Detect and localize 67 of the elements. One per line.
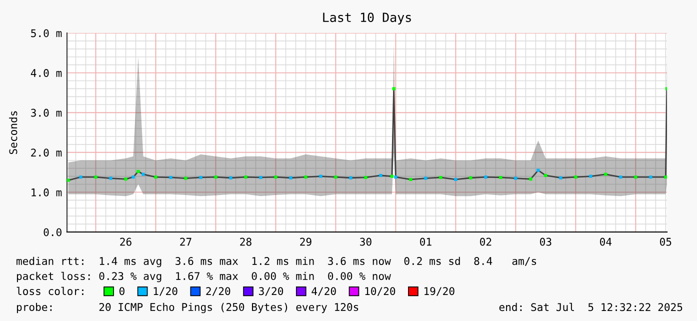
y-axis-title: Seconds xyxy=(9,111,18,154)
point xyxy=(289,176,292,180)
point xyxy=(132,176,135,179)
point xyxy=(142,172,145,176)
point xyxy=(109,176,112,180)
x-tick-label: 05 xyxy=(660,238,672,246)
point xyxy=(424,176,428,180)
point xyxy=(79,176,82,179)
y-tick-label: 2.0 m xyxy=(31,148,62,157)
point xyxy=(499,176,502,180)
point xyxy=(124,178,128,181)
point xyxy=(169,176,172,180)
point xyxy=(604,172,608,176)
text: probe: 20 ICMP Echo Pings (250 Bytes) every 120s xyxy=(16,302,358,314)
point xyxy=(136,170,140,174)
x-tick-label: 26 xyxy=(120,238,132,246)
point xyxy=(67,178,70,182)
legend-label: 2/20 xyxy=(206,287,230,296)
point xyxy=(184,176,188,180)
y-tick-label: 5.0 m xyxy=(31,29,62,38)
point xyxy=(364,176,368,180)
y-tick-label: 4.0 m xyxy=(30,69,62,77)
point xyxy=(390,174,394,178)
legend-label: 10/20 xyxy=(365,287,396,296)
legend-label: 3/20 xyxy=(259,287,284,296)
chart-title: Last 10 Days xyxy=(323,12,411,24)
point xyxy=(469,176,472,180)
legend-label: 0 xyxy=(119,287,124,296)
point xyxy=(392,87,396,90)
point xyxy=(259,176,262,180)
x-tick-label: 28 xyxy=(240,238,252,246)
point xyxy=(536,168,540,172)
point xyxy=(244,176,248,179)
point xyxy=(544,174,548,178)
point xyxy=(559,176,562,180)
x-tick-label: 02 xyxy=(480,238,492,246)
x-tick-label: 03 xyxy=(540,238,552,246)
legend-label: 19/20 xyxy=(424,287,454,296)
point xyxy=(664,176,667,179)
text: end: Sat Jul 5 12:32:22 2025 xyxy=(499,302,682,312)
point xyxy=(199,176,202,180)
point xyxy=(229,176,232,180)
point xyxy=(349,176,352,180)
point xyxy=(649,176,652,179)
y-tick-label: 3.0 m xyxy=(31,108,62,117)
point xyxy=(619,176,622,179)
x-tick-label: 01 xyxy=(420,238,432,246)
legend-title: loss color: xyxy=(16,286,84,296)
point xyxy=(379,174,382,178)
point xyxy=(409,178,412,182)
point xyxy=(304,176,308,179)
point xyxy=(439,176,442,180)
point xyxy=(484,176,488,179)
legend-label: 4/20 xyxy=(312,287,336,296)
x-tick-label: 04 xyxy=(600,238,612,246)
point xyxy=(529,178,532,181)
line-series xyxy=(68,88,667,181)
point xyxy=(319,174,322,178)
y-tick-label: 0.0 xyxy=(44,228,62,236)
y-tick-label: 1.0 m xyxy=(32,188,62,196)
point xyxy=(589,174,592,178)
x-tick-label: 29 xyxy=(300,238,312,246)
x-tick-label: 27 xyxy=(180,238,192,246)
legend-label: 1/20 xyxy=(154,287,178,296)
text: packet loss: 0.23 % avg 1.67 % max 0.00 % min 0.00 % now xyxy=(16,272,391,282)
text: median rtt: 1.4 ms avg 3.6 ms max 1.2 ms min 3.6 ms now 0.2 ms sd 8.4 am/s xyxy=(16,256,536,268)
x-tick-label: 30 xyxy=(360,238,372,246)
